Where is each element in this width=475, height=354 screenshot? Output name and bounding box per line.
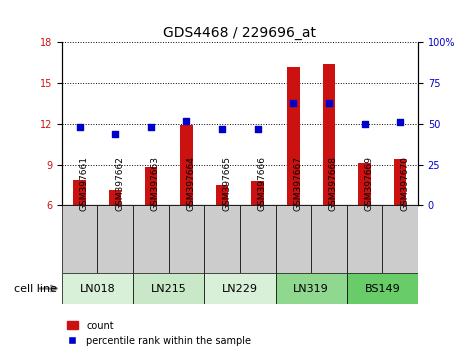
Bar [180, 125, 193, 205]
Point [147, 124, 155, 130]
Text: BS149: BS149 [364, 284, 400, 293]
Text: GSM397665: GSM397665 [222, 156, 231, 211]
Bar [240, 205, 276, 273]
Bar [97, 205, 133, 273]
Bar [144, 167, 157, 205]
Bar [62, 205, 97, 273]
Point [76, 124, 84, 130]
Bar [133, 205, 169, 273]
Text: LN018: LN018 [79, 284, 115, 293]
Text: GSM397666: GSM397666 [257, 156, 266, 211]
Text: LN215: LN215 [151, 284, 187, 293]
Bar [323, 64, 335, 205]
Title: GDS4468 / 229696_at: GDS4468 / 229696_at [163, 26, 316, 40]
Point [325, 100, 332, 105]
Text: LN319: LN319 [293, 284, 329, 293]
Point [396, 119, 404, 125]
Bar [62, 273, 133, 304]
Text: LN229: LN229 [222, 284, 258, 293]
Text: GSM397663: GSM397663 [151, 156, 160, 211]
Point [254, 126, 261, 132]
Bar [347, 273, 418, 304]
Text: GSM397667: GSM397667 [293, 156, 302, 211]
Point [111, 131, 119, 137]
Text: GSM397669: GSM397669 [365, 156, 373, 211]
Bar [169, 205, 204, 273]
Bar [276, 205, 311, 273]
Point [289, 100, 297, 105]
Bar [276, 273, 347, 304]
Bar [311, 205, 347, 273]
Text: GSM397662: GSM397662 [115, 156, 124, 211]
Bar [347, 205, 382, 273]
Text: GSM397664: GSM397664 [186, 156, 195, 211]
Text: GSM397668: GSM397668 [329, 156, 338, 211]
Bar [73, 179, 86, 205]
Bar [204, 273, 276, 304]
Bar [133, 273, 204, 304]
Point [218, 126, 226, 132]
Legend: count, percentile rank within the sample: count, percentile rank within the sample [66, 321, 251, 346]
Bar [204, 205, 240, 273]
Bar [109, 190, 122, 205]
Text: cell line: cell line [14, 284, 57, 293]
Point [361, 121, 369, 127]
Bar [358, 163, 371, 205]
Bar [382, 205, 418, 273]
Bar [287, 67, 300, 205]
Bar [251, 181, 264, 205]
Text: GSM397670: GSM397670 [400, 156, 409, 211]
Bar [216, 185, 228, 205]
Bar [394, 159, 407, 205]
Point [182, 118, 190, 124]
Text: GSM397661: GSM397661 [80, 156, 88, 211]
